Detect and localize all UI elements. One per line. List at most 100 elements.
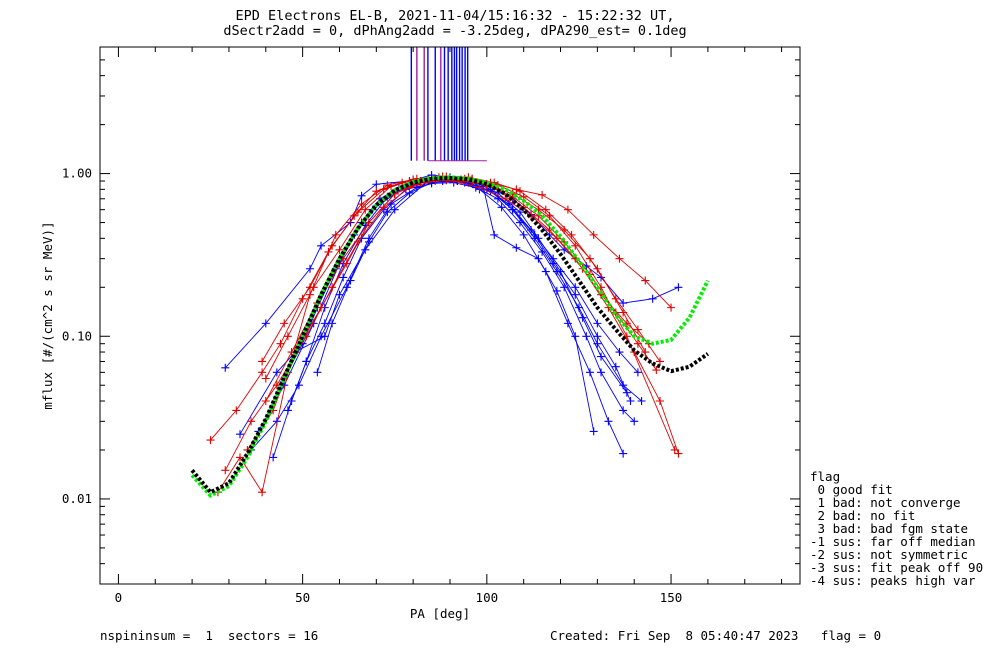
data-point bbox=[571, 283, 580, 292]
data-point bbox=[578, 313, 587, 322]
data-point bbox=[280, 319, 289, 328]
data-point bbox=[670, 445, 679, 454]
data-point bbox=[357, 191, 366, 200]
series-line bbox=[210, 179, 679, 454]
data-point bbox=[383, 208, 392, 217]
data-point bbox=[571, 290, 580, 299]
data-point bbox=[619, 406, 628, 415]
data-point bbox=[516, 208, 524, 217]
legend-item: 0 good fit bbox=[810, 482, 893, 497]
chart-title-line-1: EPD Electrons EL-B, 2021-11-04/15:16:32 … bbox=[235, 8, 675, 24]
data-point bbox=[320, 319, 329, 328]
data-point bbox=[475, 183, 484, 192]
data-point bbox=[567, 230, 576, 239]
data-point bbox=[586, 368, 594, 377]
data-point bbox=[221, 466, 230, 475]
data-point bbox=[379, 203, 388, 212]
y-axis-label: mflux [#/(cm^2 s sr MeV)] bbox=[40, 221, 55, 409]
data-point bbox=[630, 417, 639, 426]
data-point bbox=[302, 357, 311, 366]
data-point bbox=[519, 230, 528, 239]
data-point bbox=[258, 357, 267, 366]
data-point bbox=[656, 396, 664, 405]
legend-item: -1 sus: far off median bbox=[810, 534, 976, 549]
data-point bbox=[633, 325, 642, 334]
legend-item: -3 sus: fit peak off 90 bbox=[810, 560, 984, 575]
data-point bbox=[593, 332, 602, 341]
data-point bbox=[571, 241, 580, 250]
data-point bbox=[390, 205, 399, 214]
chart-title-line-2: dSectr2add = 0, dPhAng2add = -3.25deg, d… bbox=[223, 23, 687, 39]
data-point bbox=[633, 368, 642, 377]
data-point bbox=[294, 381, 303, 390]
data-point bbox=[512, 243, 521, 252]
data-point bbox=[619, 449, 628, 458]
data-point bbox=[516, 218, 524, 227]
data-point bbox=[604, 417, 613, 426]
data-point bbox=[538, 247, 547, 256]
plot-frame bbox=[99, 46, 801, 585]
data-point bbox=[232, 406, 241, 415]
data-point bbox=[508, 205, 517, 214]
data-point bbox=[361, 205, 370, 214]
data-point bbox=[258, 488, 267, 497]
data-point bbox=[589, 230, 598, 239]
data-point bbox=[236, 430, 244, 439]
data-point bbox=[379, 185, 388, 194]
footer-created-info: Created: Fri Sep 8 05:40:47 2023 flag = … bbox=[550, 628, 882, 643]
data-point bbox=[353, 208, 362, 217]
legend-item: -4 sus: peaks high var bbox=[810, 573, 976, 588]
data-point bbox=[615, 254, 624, 263]
data-point bbox=[276, 339, 285, 348]
data-point bbox=[641, 276, 650, 285]
data-point bbox=[637, 396, 646, 405]
data-point bbox=[611, 294, 620, 303]
data-point bbox=[372, 187, 381, 196]
data-point bbox=[674, 283, 683, 292]
series-line bbox=[224, 174, 679, 369]
data-point bbox=[206, 436, 215, 445]
data-point bbox=[372, 180, 381, 189]
y-tick-label: 0.10 bbox=[62, 328, 92, 343]
data-point bbox=[534, 254, 543, 263]
data-point bbox=[313, 368, 322, 377]
data-point bbox=[346, 218, 355, 227]
series-layer bbox=[190, 47, 710, 498]
data-point bbox=[272, 368, 281, 377]
data-point bbox=[364, 237, 373, 246]
footer-sector-info: nspininsum = 1 sectors = 16 bbox=[100, 628, 319, 643]
data-point bbox=[563, 319, 572, 328]
data-point bbox=[674, 449, 683, 458]
data-point bbox=[283, 406, 292, 415]
data-point bbox=[490, 230, 499, 239]
axes-layer: 0 50 100 150 0.01 0.10 1.00 bbox=[62, 46, 801, 605]
fit-curve bbox=[190, 175, 710, 495]
data-point bbox=[593, 319, 602, 328]
data-point bbox=[563, 205, 572, 214]
data-point bbox=[597, 368, 606, 377]
legend-item: -2 sus: not symmetric bbox=[810, 547, 969, 562]
data-point bbox=[633, 339, 642, 348]
data-point bbox=[306, 264, 314, 273]
legend-item: 2 bad: no fit bbox=[810, 508, 916, 523]
y-tick-label: 0.01 bbox=[62, 491, 92, 506]
series-line bbox=[247, 179, 650, 451]
x-tick-label: 150 bbox=[660, 590, 683, 605]
data-point bbox=[611, 362, 620, 371]
data-point bbox=[331, 230, 340, 239]
data-point bbox=[656, 357, 664, 366]
data-point bbox=[552, 286, 561, 295]
data-point bbox=[619, 308, 628, 317]
data-point bbox=[221, 363, 230, 372]
data-point bbox=[339, 273, 348, 282]
data-point bbox=[328, 283, 337, 292]
data-point bbox=[593, 264, 602, 273]
data-point bbox=[283, 332, 292, 341]
data-point bbox=[545, 211, 554, 220]
data-point bbox=[615, 348, 624, 357]
data-point bbox=[261, 319, 270, 328]
data-point bbox=[328, 241, 337, 250]
data-point bbox=[652, 366, 661, 375]
data-point bbox=[516, 187, 524, 196]
